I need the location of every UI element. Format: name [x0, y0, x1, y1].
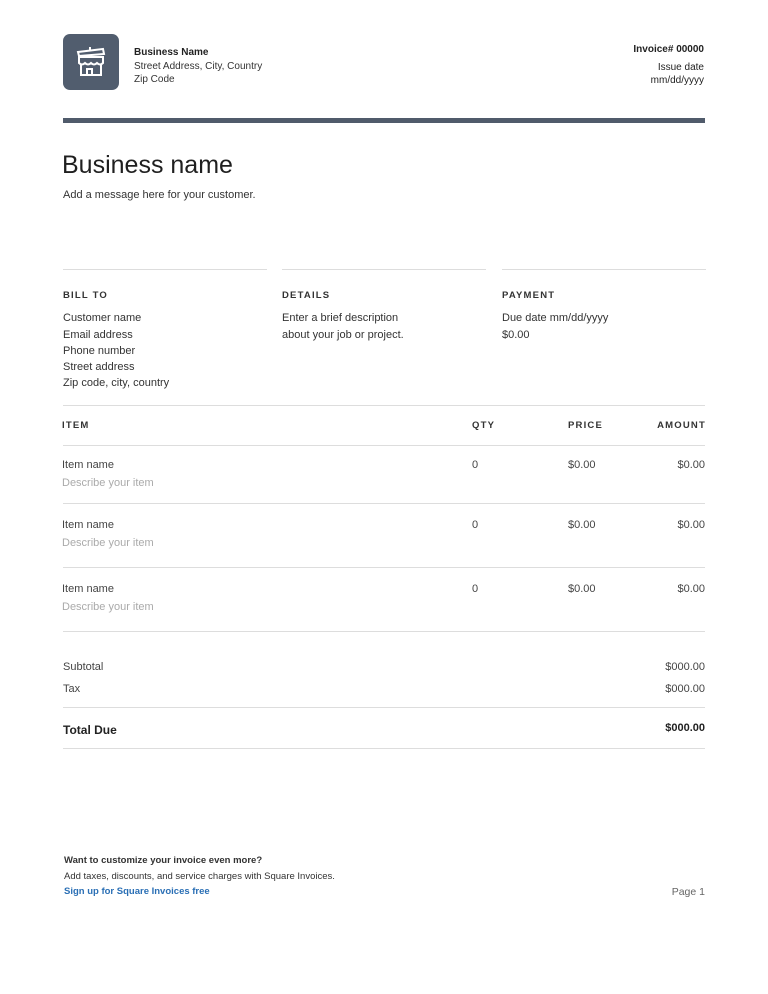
bill-to-line: Customer name [63, 312, 142, 325]
divider [63, 707, 705, 708]
payment-due-date: Due date mm/dd/yyyy [502, 312, 609, 325]
item-amount: $0.00 [677, 459, 705, 471]
col-header-qty: QTY [472, 420, 496, 431]
issue-date-label: Issue date [657, 61, 704, 73]
item-description: Describe your item [62, 537, 154, 549]
footer-promo: Want to customize your invoice even more… [64, 853, 335, 900]
tax-value: $000.00 [665, 683, 705, 695]
col-header-amount: AMOUNT [657, 420, 706, 431]
business-info: Business Name Street Address, City, Coun… [134, 46, 262, 87]
item-qty: 0 [472, 519, 479, 531]
page-title: Business name [62, 151, 233, 179]
bill-to-line: Zip code, city, country [63, 377, 170, 390]
total-due-label: Total Due [63, 723, 117, 737]
bill-to-section: BILL TO Customer name Email address Phon… [63, 269, 267, 392]
divider [63, 748, 705, 749]
storefront-icon [76, 47, 106, 76]
payment-label: PAYMENT [502, 290, 556, 301]
item-description: Describe your item [62, 601, 154, 613]
bill-to-line: Street address [63, 361, 135, 374]
page-number: Page 1 [671, 886, 705, 898]
bill-to-label: BILL TO [63, 290, 108, 301]
header-divider [63, 118, 705, 123]
item-name: Item name [62, 583, 114, 595]
bill-to-line: Email address [63, 328, 133, 341]
invoice-number: Invoice# 00000 [633, 44, 704, 55]
promo-text: Add taxes, discounts, and service charge… [64, 870, 335, 882]
divider [63, 631, 705, 632]
divider [63, 503, 705, 504]
item-price: $0.00 [568, 519, 596, 531]
item-price: $0.00 [568, 583, 596, 595]
item-qty: 0 [472, 583, 479, 595]
item-name: Item name [62, 459, 114, 471]
subtotal-value: $000.00 [665, 661, 705, 673]
item-price: $0.00 [568, 459, 596, 471]
item-description: Describe your item [62, 477, 154, 489]
item-amount: $0.00 [677, 519, 705, 531]
col-header-item: ITEM [62, 420, 90, 431]
bill-to-line: Phone number [63, 344, 136, 357]
business-address: Street Address, City, Country [134, 60, 263, 72]
divider [63, 567, 705, 568]
item-qty: 0 [472, 459, 479, 471]
payment-amount: $0.00 [502, 328, 530, 341]
divider [63, 405, 705, 406]
business-name: Business Name [134, 47, 209, 58]
divider [63, 445, 705, 446]
business-zip: Zip Code [134, 74, 175, 85]
details-line: about your job or project. [282, 328, 404, 341]
business-logo [63, 34, 119, 90]
payment-section: PAYMENT Due date mm/dd/yyyy $0.00 [502, 269, 706, 343]
details-label: DETAILS [282, 290, 331, 301]
col-header-price: PRICE [568, 420, 604, 431]
tax-label: Tax [63, 683, 81, 695]
customer-message: Add a message here for your customer. [63, 189, 256, 201]
promo-heading: Want to customize your invoice even more… [64, 855, 263, 866]
total-due-value: $000.00 [665, 722, 705, 734]
item-name: Item name [62, 519, 114, 531]
item-amount: $0.00 [677, 583, 705, 595]
signup-link[interactable]: Sign up for Square Invoices free [64, 886, 210, 897]
details-section: DETAILS Enter a brief description about … [282, 269, 486, 343]
subtotal-label: Subtotal [63, 661, 104, 673]
invoice-meta: Invoice# 00000 Issue date mm/dd/yyyy [633, 43, 704, 88]
issue-date: mm/dd/yyyy [650, 75, 704, 86]
details-line: Enter a brief description [282, 312, 399, 325]
